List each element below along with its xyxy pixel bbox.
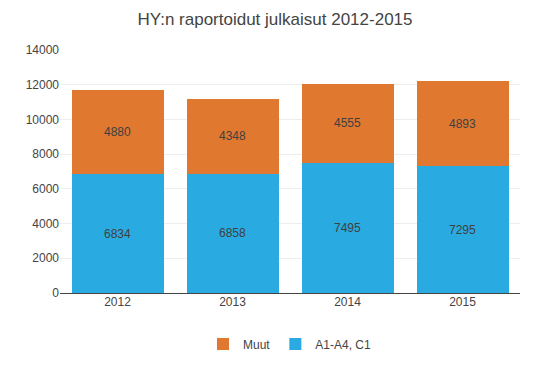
svg-text:2013: 2013: [219, 295, 246, 309]
svg-text:6858: 6858: [219, 226, 246, 240]
svg-text:14000: 14000: [26, 43, 60, 57]
svg-text:A1-A4, C1: A1-A4, C1: [315, 338, 371, 352]
svg-text:2000: 2000: [32, 251, 59, 265]
svg-text:Muut: Muut: [243, 338, 270, 352]
svg-text:2015: 2015: [449, 295, 476, 309]
svg-text:HY:n raportoidut julkaisut 201: HY:n raportoidut julkaisut 2012-2015: [137, 10, 412, 29]
svg-text:2012: 2012: [104, 295, 131, 309]
svg-text:7295: 7295: [449, 223, 476, 237]
svg-text:2014: 2014: [334, 295, 361, 309]
svg-text:4880: 4880: [104, 125, 131, 139]
svg-text:7495: 7495: [334, 221, 361, 235]
svg-text:4348: 4348: [219, 129, 246, 143]
svg-text:4000: 4000: [32, 217, 59, 231]
svg-text:6000: 6000: [32, 182, 59, 196]
svg-text:4555: 4555: [334, 116, 361, 130]
svg-text:4893: 4893: [449, 117, 476, 131]
svg-text:8000: 8000: [32, 147, 59, 161]
svg-text:12000: 12000: [26, 78, 60, 92]
svg-text:6834: 6834: [104, 227, 131, 241]
svg-text:10000: 10000: [26, 113, 60, 127]
svg-text:0: 0: [52, 286, 59, 300]
